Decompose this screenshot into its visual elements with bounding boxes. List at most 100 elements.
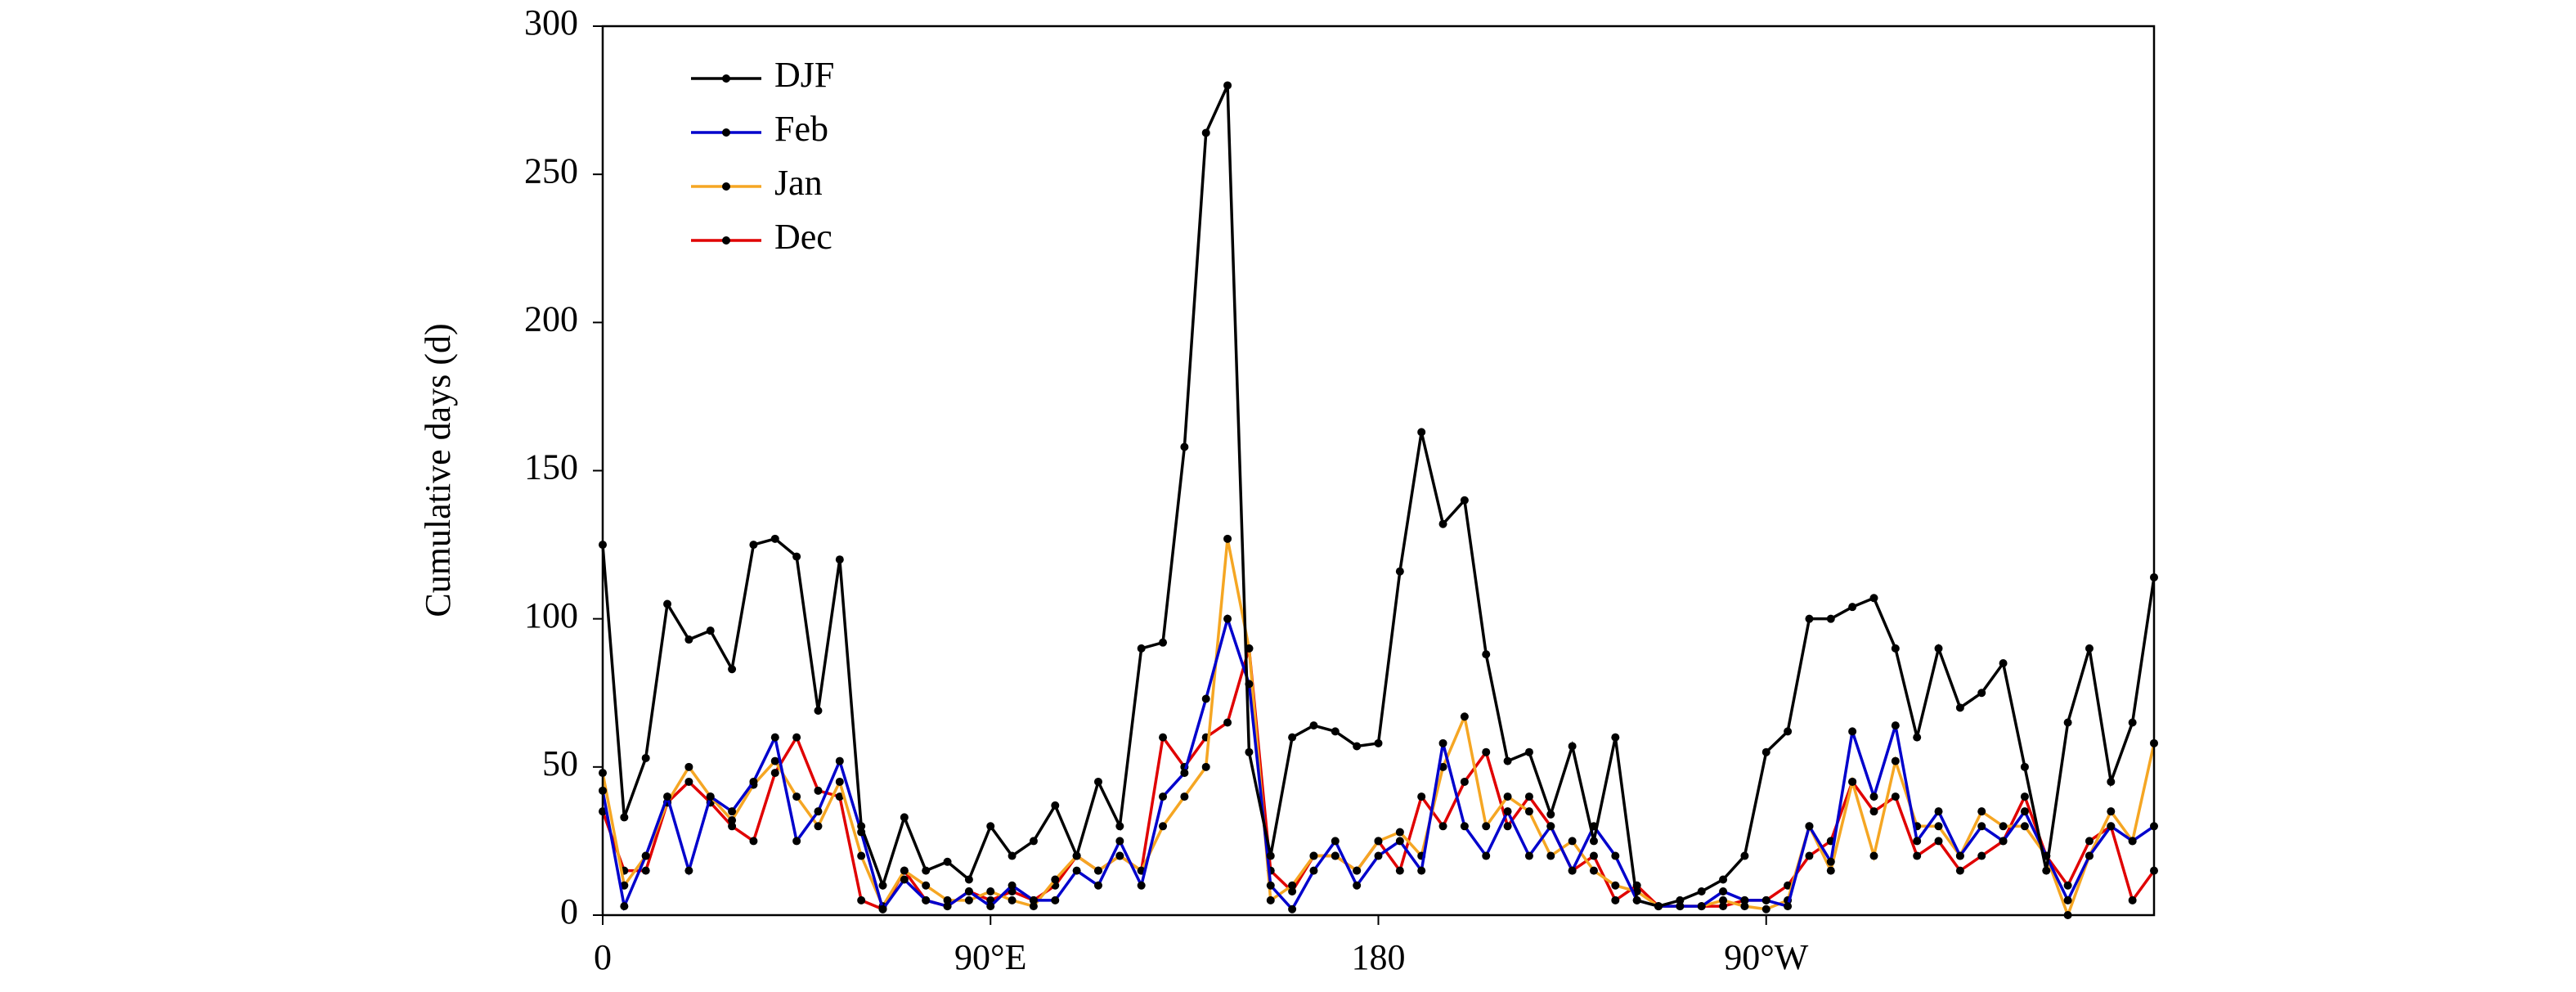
series-marker — [1266, 895, 1275, 904]
series-marker — [1374, 837, 1383, 846]
y-tick-label: 100 — [524, 595, 578, 635]
series-marker — [1503, 822, 1512, 831]
series-marker — [1524, 747, 1533, 756]
series-marker — [1740, 895, 1749, 904]
series-marker — [1977, 851, 1986, 860]
x-tick-label: 0 — [594, 937, 612, 977]
series-marker — [1740, 851, 1749, 860]
series-marker — [1719, 895, 1728, 904]
series-marker — [1654, 902, 1663, 911]
series-marker — [2085, 851, 2094, 860]
series-marker — [1632, 895, 1641, 904]
series-marker — [1719, 875, 1728, 884]
series-marker — [1072, 851, 1081, 860]
series-marker — [792, 733, 801, 742]
series-marker — [900, 875, 909, 884]
series-marker — [1503, 756, 1512, 765]
series-marker — [706, 792, 715, 801]
series-marker — [964, 875, 973, 884]
series-marker — [1331, 837, 1340, 846]
series-marker — [1438, 822, 1447, 831]
series-marker — [706, 626, 715, 635]
series-marker — [814, 786, 823, 795]
series-marker — [1524, 807, 1533, 816]
y-tick-label: 0 — [560, 891, 578, 931]
series-line — [601, 648, 2156, 911]
series-marker — [684, 777, 693, 786]
series-marker — [1784, 727, 1793, 736]
series-marker — [1460, 712, 1469, 721]
series-marker — [835, 777, 844, 786]
series-marker — [835, 792, 844, 801]
series-marker — [620, 902, 629, 911]
series-marker — [2020, 792, 2029, 801]
series-marker — [1977, 822, 1986, 831]
series-marker — [792, 552, 801, 561]
series-marker — [684, 762, 693, 771]
series-marker — [728, 665, 737, 674]
series-marker — [1115, 822, 1124, 831]
series-marker — [1309, 721, 1318, 730]
series-marker — [1568, 742, 1577, 751]
series-marker — [1761, 747, 1770, 756]
series-marker — [1546, 851, 1555, 860]
series-marker — [1460, 777, 1469, 786]
series-marker — [1417, 866, 1426, 875]
series-marker — [1546, 822, 1555, 831]
series-marker — [1395, 567, 1404, 576]
series-marker — [2042, 866, 2051, 875]
series-marker — [1072, 866, 1081, 875]
series-line — [601, 84, 2156, 908]
series-marker — [1482, 650, 1491, 659]
series-marker — [1245, 747, 1254, 756]
series-marker — [1568, 837, 1577, 846]
series-marker — [1029, 902, 1038, 911]
series-marker — [814, 807, 823, 816]
series-marker — [1288, 887, 1297, 896]
legend-label: Jan — [774, 163, 823, 203]
legend-label: Dec — [774, 217, 832, 257]
series-marker — [1438, 738, 1447, 747]
series-marker — [1051, 875, 1060, 884]
series-marker — [792, 792, 801, 801]
series-marker — [2107, 777, 2116, 786]
series-marker — [1848, 603, 1857, 612]
series-marker — [1869, 594, 1878, 603]
series-marker — [641, 753, 650, 762]
series-marker — [2063, 718, 2072, 727]
series-marker — [1331, 851, 1340, 860]
series-marker — [792, 837, 801, 846]
legend-marker — [722, 182, 730, 191]
series-marker — [1913, 851, 1922, 860]
series-marker — [1201, 128, 1210, 137]
series-marker — [663, 599, 672, 608]
series-marker — [1180, 769, 1189, 778]
series-marker — [1589, 866, 1598, 875]
x-tick-label: 90°W — [1724, 937, 1809, 977]
series-marker — [1137, 881, 1146, 890]
series-marker — [1503, 792, 1512, 801]
series-marker — [1719, 902, 1728, 911]
series-marker — [964, 887, 973, 896]
series-marker — [1761, 895, 1770, 904]
series-marker — [1546, 810, 1555, 819]
series-marker — [1438, 762, 1447, 771]
y-tick-label: 50 — [542, 743, 578, 783]
series-marker — [857, 822, 866, 831]
series-marker — [1999, 822, 2008, 831]
series-marker — [1266, 881, 1275, 890]
series-marker — [684, 635, 693, 644]
series-marker — [1977, 807, 1986, 816]
series-marker — [1805, 851, 1814, 860]
series-marker — [964, 895, 973, 904]
series-marker — [1201, 762, 1210, 771]
series-marker — [1955, 851, 1964, 860]
plot-frame — [601, 25, 2156, 917]
series-marker — [2128, 837, 2137, 846]
series-marker — [620, 813, 629, 822]
series-marker — [1180, 442, 1189, 451]
series-marker — [857, 851, 866, 860]
series-marker — [1934, 807, 1943, 816]
series-marker — [2128, 895, 2137, 904]
